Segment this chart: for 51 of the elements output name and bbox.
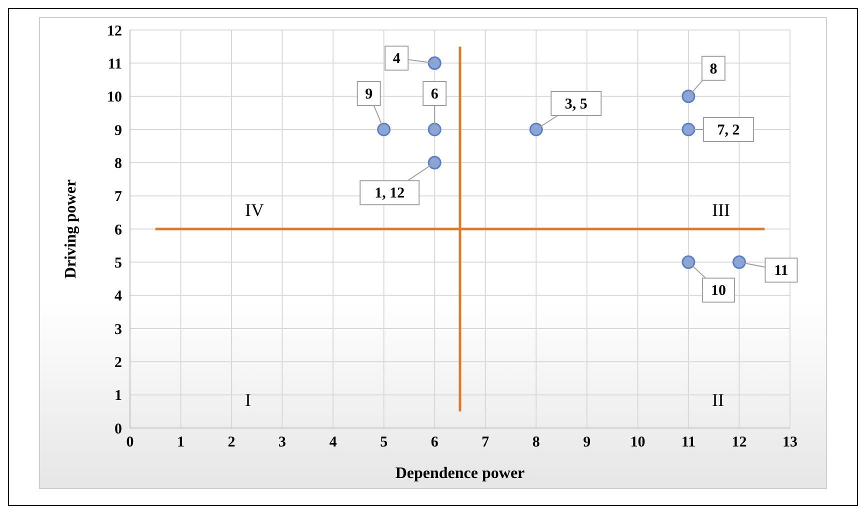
x-tick-label: 7 (482, 434, 490, 451)
x-tick-label: 1 (177, 434, 185, 451)
x-tick-label: 0 (126, 434, 134, 451)
annotation: 1, 12 (374, 186, 405, 202)
x-tick-label: 8 (532, 434, 540, 451)
point (428, 56, 442, 70)
x-tick-label: 13 (782, 434, 798, 451)
annotation: 10 (710, 283, 726, 300)
x-tick-label: 9 (583, 434, 591, 451)
x-tick-label: 2 (228, 434, 236, 451)
y-tick-label: 10 (107, 90, 122, 106)
x-tick-label: 12 (732, 434, 747, 451)
point (428, 122, 442, 136)
y-tick-label: 11 (108, 56, 122, 72)
y-tick-label: 3 (114, 322, 122, 338)
point (682, 122, 696, 136)
y-tick-label: 1 (114, 388, 122, 404)
x-axis-title: Dependence power (395, 465, 525, 482)
point (529, 122, 543, 136)
point (682, 255, 696, 269)
y-tick-label: 0 (114, 421, 122, 438)
y-tick-label: 4 (114, 288, 122, 305)
x-tick-label: 10 (630, 434, 646, 451)
annotation: IV (245, 200, 264, 220)
y-tick-label: 7 (114, 189, 122, 206)
point (377, 122, 391, 136)
x-tick-label: 11 (681, 434, 696, 451)
y-tick-label: 5 (114, 255, 122, 272)
x-tick-label: 6 (430, 434, 439, 451)
point (682, 90, 696, 104)
annotation: 11 (774, 263, 788, 280)
point (732, 255, 746, 269)
y-axis-title: Driving power (62, 179, 80, 279)
annotation: III (712, 200, 730, 220)
y-tick-label: 12 (107, 23, 122, 40)
x-tick-label: 3 (278, 434, 286, 451)
annotation: 8 (710, 61, 718, 78)
y-tick-label: 8 (114, 156, 122, 172)
annotation: II (712, 390, 724, 410)
annotation: 3, 5 (564, 96, 588, 112)
x-tick-label: 4 (329, 434, 338, 451)
y-tick-label: 6 (114, 222, 122, 238)
y-tick-label: 2 (114, 354, 122, 371)
annotation: 4 (392, 51, 401, 68)
annotation: I (245, 390, 251, 410)
annotation: 6 (430, 86, 439, 102)
annotation: 7, 2 (717, 122, 740, 138)
annotation: 9 (365, 86, 373, 102)
point (428, 156, 442, 170)
y-tick-label: 9 (114, 122, 122, 139)
x-tick-label: 5 (380, 434, 388, 451)
